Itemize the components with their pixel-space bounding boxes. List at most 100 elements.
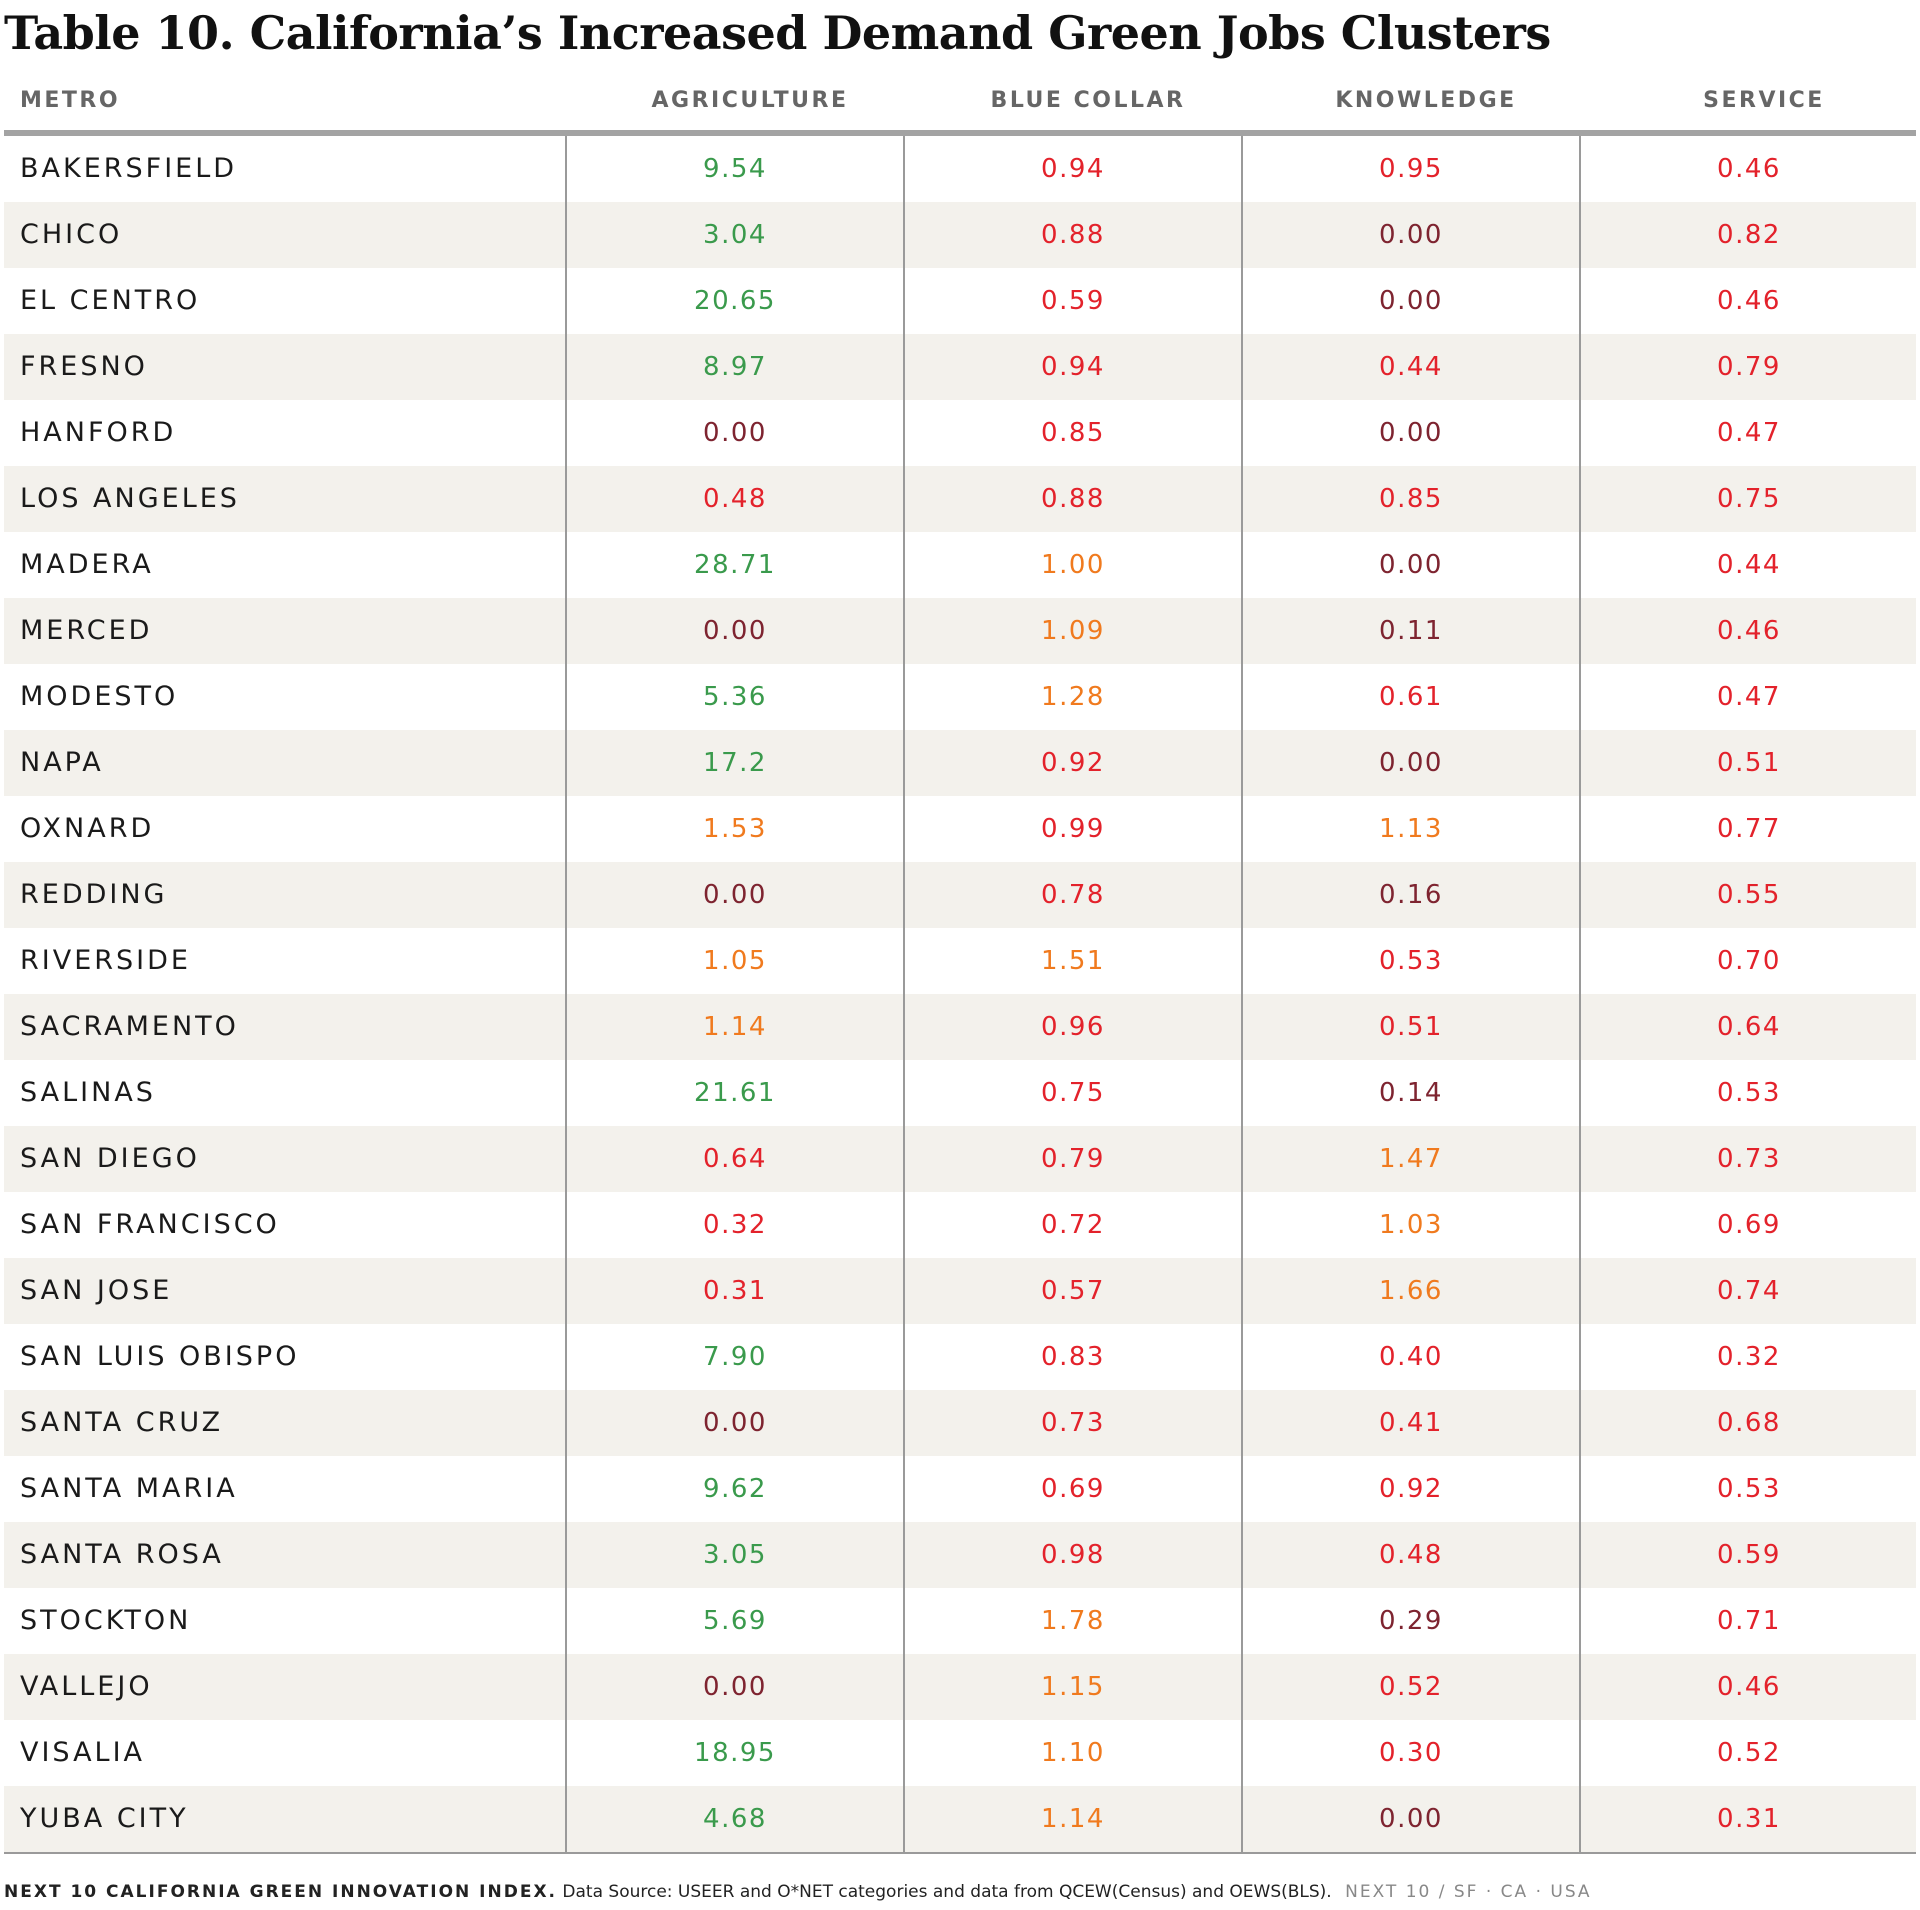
table-row: OXNARD 1.53 0.99 1.13 0.77 [4,796,1916,862]
service-value-cell: 0.82 [1579,202,1917,268]
table-row: VISALIA 18.95 1.10 0.30 0.52 [4,1720,1916,1786]
blue-collar-value-cell: 0.73 [903,1390,1241,1456]
service-value-cell: 0.44 [1579,532,1917,598]
blue-collar-value-cell: 0.79 [903,1126,1241,1192]
table-row: REDDING 0.00 0.78 0.16 0.55 [4,862,1916,928]
service-value-cell: 0.73 [1579,1126,1917,1192]
table-row: MERCED 0.00 1.09 0.11 0.46 [4,598,1916,664]
blue-collar-value-cell: 0.72 [903,1192,1241,1258]
agriculture-value-cell: 20.65 [565,268,903,334]
table-row: SANTA ROSA 3.05 0.98 0.48 0.59 [4,1522,1916,1588]
metro-cell: VALLEJO [20,1671,153,1702]
knowledge-value-cell: 0.95 [1241,136,1579,202]
service-value-cell: 0.46 [1579,268,1917,334]
blue-collar-value-cell: 0.92 [903,730,1241,796]
knowledge-value-cell: 0.61 [1241,664,1579,730]
knowledge-value-cell: 0.40 [1241,1324,1579,1390]
service-value-cell: 0.46 [1579,136,1917,202]
footer-tag: NEXT 10 / SF · CA · USA [1345,1882,1592,1902]
agriculture-value-cell: 3.04 [565,202,903,268]
table-row: SACRAMENTO 1.14 0.96 0.51 0.64 [4,994,1916,1060]
blue-collar-value-cell: 0.59 [903,268,1241,334]
service-value-cell: 0.71 [1579,1588,1917,1654]
agriculture-value-cell: 1.14 [565,994,903,1060]
table-row: BAKERSFIELD 9.54 0.94 0.95 0.46 [4,136,1916,202]
service-value-cell: 0.46 [1579,598,1917,664]
table-row: YUBA CITY 4.68 1.14 0.00 0.31 [4,1786,1916,1852]
blue-collar-value-cell: 1.14 [903,1786,1241,1852]
metro-cell: HANFORD [20,417,177,448]
service-value-cell: 0.55 [1579,862,1917,928]
metro-cell: STOCKTON [20,1605,192,1636]
table-row: SANTA MARIA 9.62 0.69 0.92 0.53 [4,1456,1916,1522]
metro-cell: BAKERSFIELD [20,153,238,184]
agriculture-value-cell: 0.00 [565,1390,903,1456]
agriculture-value-cell: 9.62 [565,1456,903,1522]
service-value-cell: 0.64 [1579,994,1917,1060]
table-row: SAN LUIS OBISPO 7.90 0.83 0.40 0.32 [4,1324,1916,1390]
knowledge-value-cell: 0.00 [1241,202,1579,268]
agriculture-value-cell: 0.00 [565,400,903,466]
table-row: MODESTO 5.36 1.28 0.61 0.47 [4,664,1916,730]
table-row: SAN FRANCISCO 0.32 0.72 1.03 0.69 [4,1192,1916,1258]
knowledge-value-cell: 1.47 [1241,1126,1579,1192]
metro-cell: CHICO [20,219,123,250]
agriculture-value-cell: 3.05 [565,1522,903,1588]
service-value-cell: 0.32 [1579,1324,1917,1390]
blue-collar-value-cell: 1.28 [903,664,1241,730]
metro-cell: SACRAMENTO [20,1011,239,1042]
knowledge-value-cell: 0.92 [1241,1456,1579,1522]
blue-collar-value-cell: 1.15 [903,1654,1241,1720]
service-value-cell: 0.52 [1579,1720,1917,1786]
agriculture-value-cell: 0.00 [565,598,903,664]
metro-cell: SAN DIEGO [20,1143,200,1174]
agriculture-value-cell: 0.64 [565,1126,903,1192]
metro-cell: SANTA ROSA [20,1539,224,1570]
blue-collar-value-cell: 1.51 [903,928,1241,994]
knowledge-value-cell: 0.53 [1241,928,1579,994]
blue-collar-value-cell: 0.88 [903,202,1241,268]
agriculture-value-cell: 7.90 [565,1324,903,1390]
table-row: EL CENTRO 20.65 0.59 0.00 0.46 [4,268,1916,334]
metro-cell: SANTA MARIA [20,1473,238,1504]
agriculture-value-cell: 0.00 [565,862,903,928]
table-body: BAKERSFIELD 9.54 0.94 0.95 0.46 CHICO 3.04 0.88… [4,136,1916,1854]
knowledge-value-cell: 0.44 [1241,334,1579,400]
agriculture-value-cell: 1.05 [565,928,903,994]
agriculture-value-cell: 0.00 [565,1654,903,1720]
table-row: CHICO 3.04 0.88 0.00 0.82 [4,202,1916,268]
metro-cell: SAN JOSE [20,1275,173,1306]
service-value-cell: 0.53 [1579,1456,1917,1522]
knowledge-value-cell: 1.66 [1241,1258,1579,1324]
table-row: SAN DIEGO 0.64 0.79 1.47 0.73 [4,1126,1916,1192]
blue-collar-value-cell: 0.96 [903,994,1241,1060]
knowledge-value-cell: 0.52 [1241,1654,1579,1720]
blue-collar-value-cell: 0.99 [903,796,1241,862]
service-value-cell: 0.69 [1579,1192,1917,1258]
knowledge-value-cell: 0.16 [1241,862,1579,928]
agriculture-value-cell: 17.2 [565,730,903,796]
metro-cell: FRESNO [20,351,148,382]
footer-brand: NEXT 10 CALIFORNIA GREEN INNOVATION INDE… [4,1882,558,1902]
agriculture-value-cell: 5.36 [565,664,903,730]
service-value-cell: 0.74 [1579,1258,1917,1324]
agriculture-value-cell: 0.48 [565,466,903,532]
knowledge-value-cell: 0.00 [1241,268,1579,334]
service-value-cell: 0.47 [1579,400,1917,466]
agriculture-value-cell: 18.95 [565,1720,903,1786]
blue-collar-value-cell: 0.98 [903,1522,1241,1588]
knowledge-value-cell: 0.11 [1241,598,1579,664]
agriculture-value-cell: 1.53 [565,796,903,862]
service-value-cell: 0.75 [1579,466,1917,532]
table-row: HANFORD 0.00 0.85 0.00 0.47 [4,400,1916,466]
agriculture-value-cell: 28.71 [565,532,903,598]
blue-collar-value-cell: 0.94 [903,334,1241,400]
knowledge-value-cell: 0.51 [1241,994,1579,1060]
column-header-blue-collar: BLUE COLLAR [990,87,1186,113]
blue-collar-value-cell: 1.00 [903,532,1241,598]
data-table: METRO AGRICULTURE BLUE COLLAR KNOWLEDGE … [4,70,1916,1854]
agriculture-value-cell: 8.97 [565,334,903,400]
table-row: FRESNO 8.97 0.94 0.44 0.79 [4,334,1916,400]
metro-cell: MADERA [20,549,154,580]
service-value-cell: 0.79 [1579,334,1917,400]
